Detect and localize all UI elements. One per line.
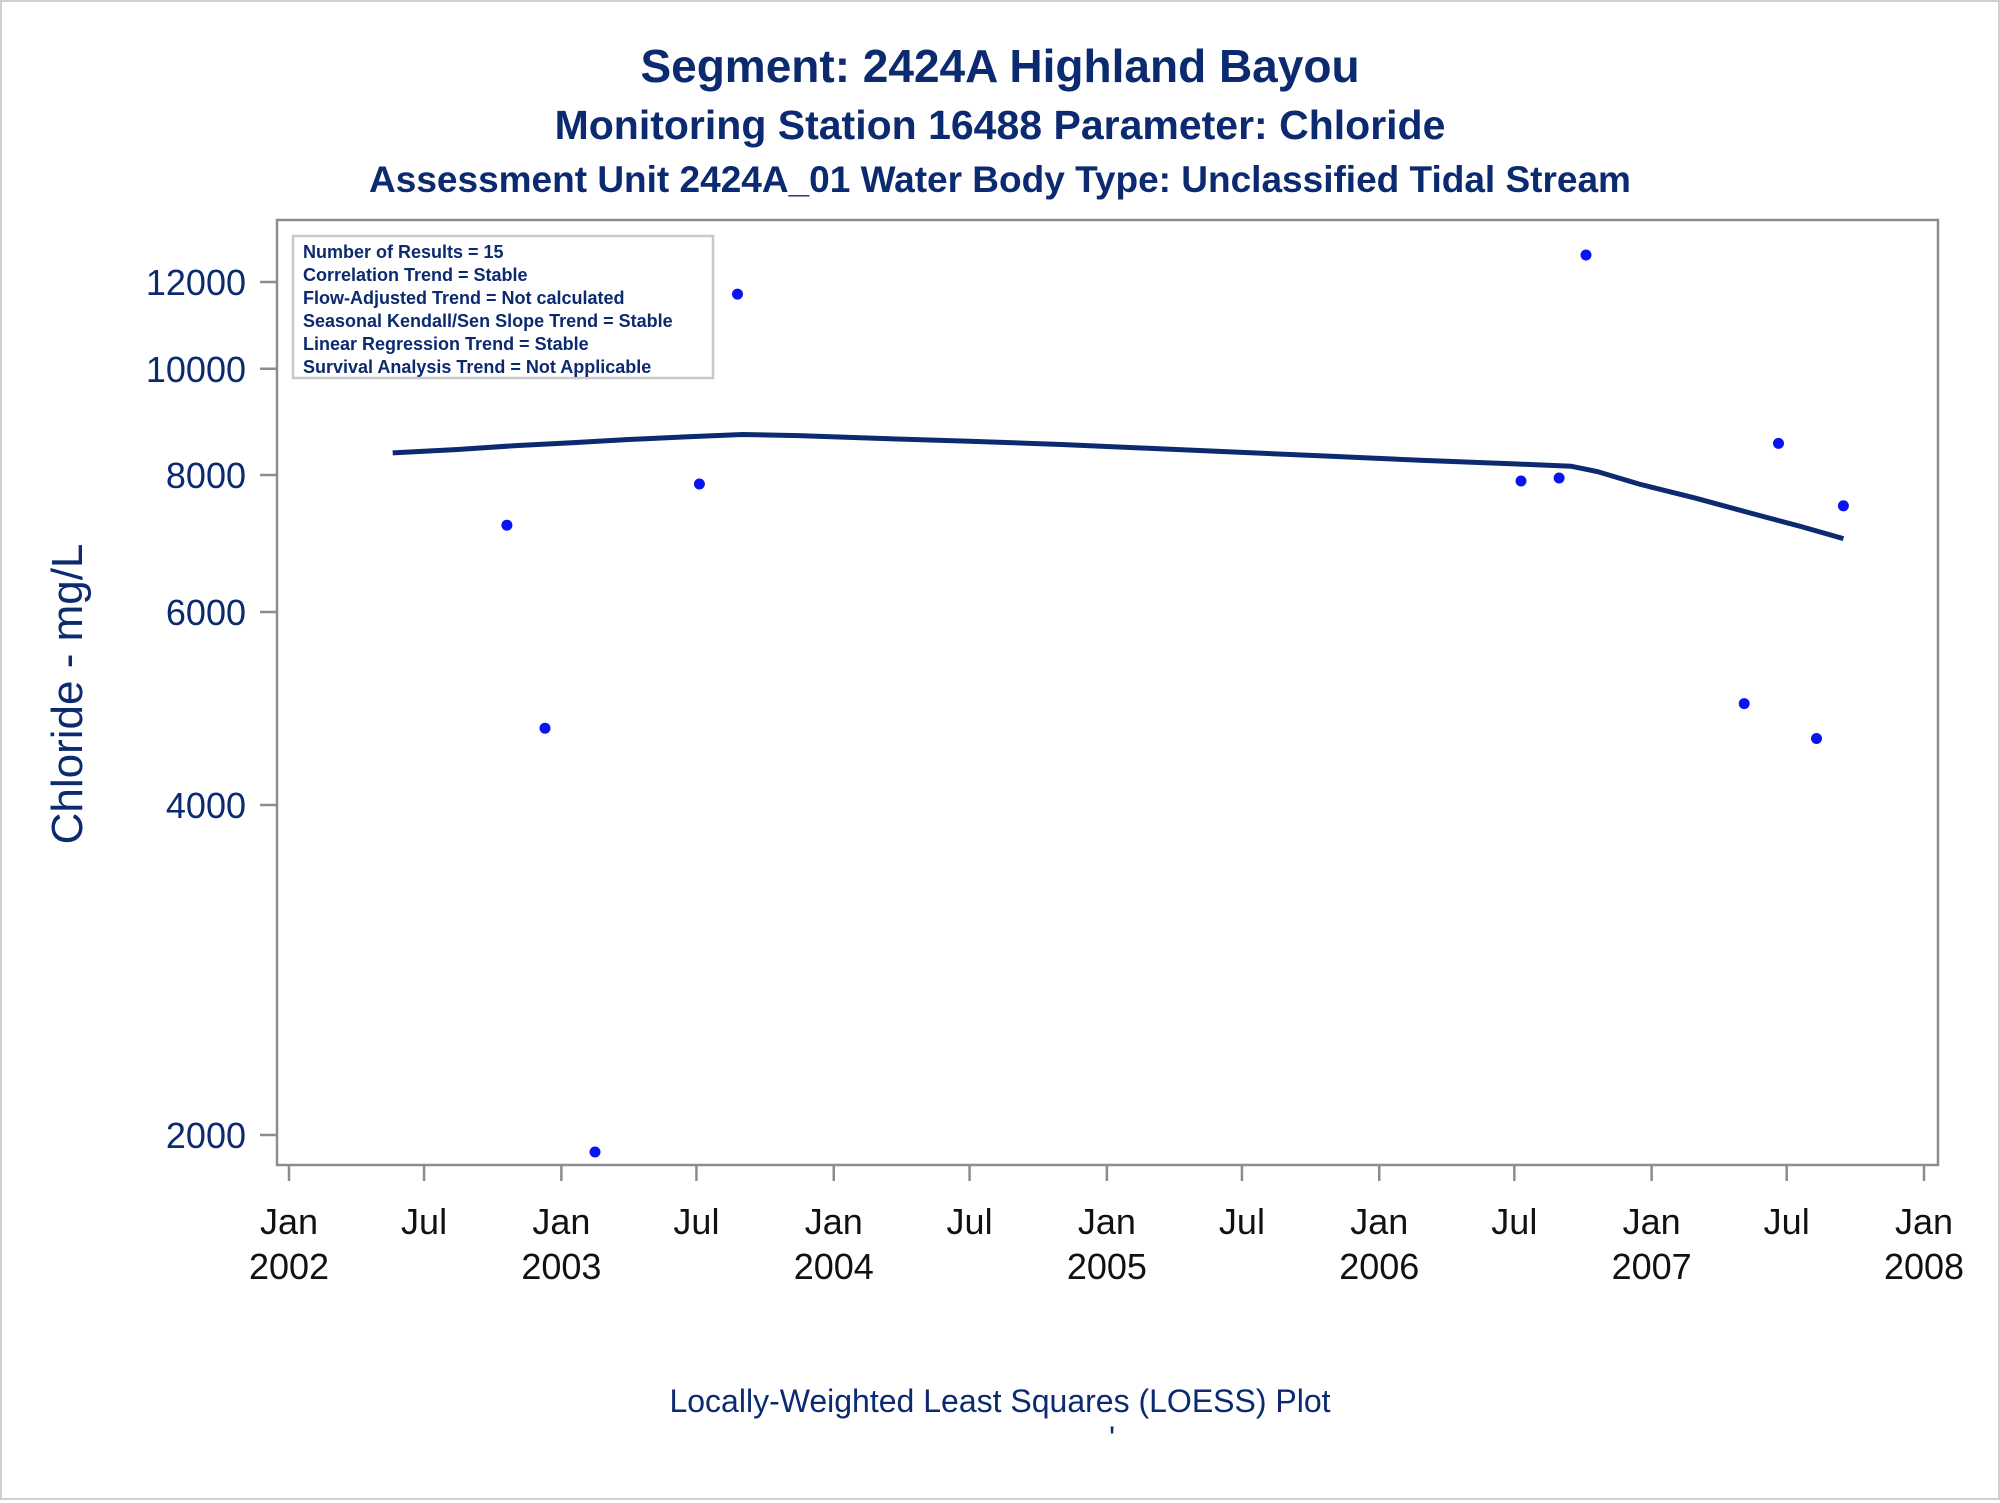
stat-line-flow-adjusted: Flow-Adjusted Trend = Not calculated [303,288,625,308]
y-tick-label: 4000 [166,785,246,826]
chart-subtitle: Monitoring Station 16488 Parameter: Chlo… [555,102,1446,148]
data-point [501,519,513,531]
x-tick-label: Jan [1078,1201,1136,1242]
y-tick-label: 10000 [146,349,246,390]
x-tick-label: Jan [532,1201,590,1242]
data-point [1515,475,1527,487]
y-tick-label: 8000 [166,455,246,496]
y-tick-label: 2000 [166,1115,246,1156]
y-axis: 2000 4000 6000 8000 10000 12000 [146,262,277,1156]
x-tick-label: Jul [401,1201,447,1242]
x-tick-label: 2002 [249,1246,329,1287]
stats-box: Number of Results = 15 Correlation Trend… [291,234,715,380]
x-tick-label: Jan [1895,1201,1953,1242]
x-tick-label: Jul [1219,1201,1265,1242]
y-tick-label: 6000 [166,592,246,633]
chart-title: Segment: 2424A Highland Bayou [640,40,1359,92]
footnote: Locally-Weighted Least Squares (LOESS) P… [669,1383,1330,1419]
stat-line-results: Number of Results = 15 [303,242,504,262]
stat-line-seasonal-kendall: Seasonal Kendall/Sen Slope Trend = Stabl… [303,311,673,331]
x-tick-label: 2004 [794,1246,874,1287]
x-tick-label: 2007 [1612,1246,1692,1287]
data-point [1553,472,1565,484]
x-tick-label: 2008 [1884,1246,1964,1287]
data-point [1811,733,1822,744]
x-tick-label: Jan [1623,1201,1681,1242]
x-tick-label: Jan [260,1201,318,1242]
loess-line [392,431,1845,542]
data-point [1773,437,1784,449]
stats-box-border [291,234,715,380]
x-tick-label: 2005 [1067,1246,1147,1287]
x-tick-label: Jan [805,1201,863,1242]
stat-line-correlation: Correlation Trend = Stable [303,265,528,285]
data-point [693,478,705,490]
data-point [1580,249,1592,261]
footnote-mark: ' [1109,1420,1115,1456]
x-tick-label: 2006 [1339,1246,1419,1287]
stat-line-survival: Survival Analysis Trend = Not Applicable [303,357,651,377]
x-tick-label: Jul [1491,1201,1537,1242]
x-tick-label: Jan [1350,1201,1408,1242]
data-points [387,242,1849,1158]
data-point [1738,698,1750,710]
data-point [1837,500,1849,512]
chart-subtitle-2: Assessment Unit 2424A_01 Water Body Type… [369,159,1631,200]
y-axis-label: Chloride - mg/L [43,544,92,845]
data-point [732,288,743,300]
data-point [589,1146,601,1158]
x-tick-label: Jul [947,1201,993,1242]
stat-line-linear-regression: Linear Regression Trend = Stable [303,334,589,354]
x-tick-label: Jul [673,1201,719,1242]
x-tick-label: Jul [1764,1201,1810,1242]
y-tick-label: 12000 [146,262,246,303]
x-tick-label: 2003 [521,1246,601,1287]
data-point [539,722,551,734]
